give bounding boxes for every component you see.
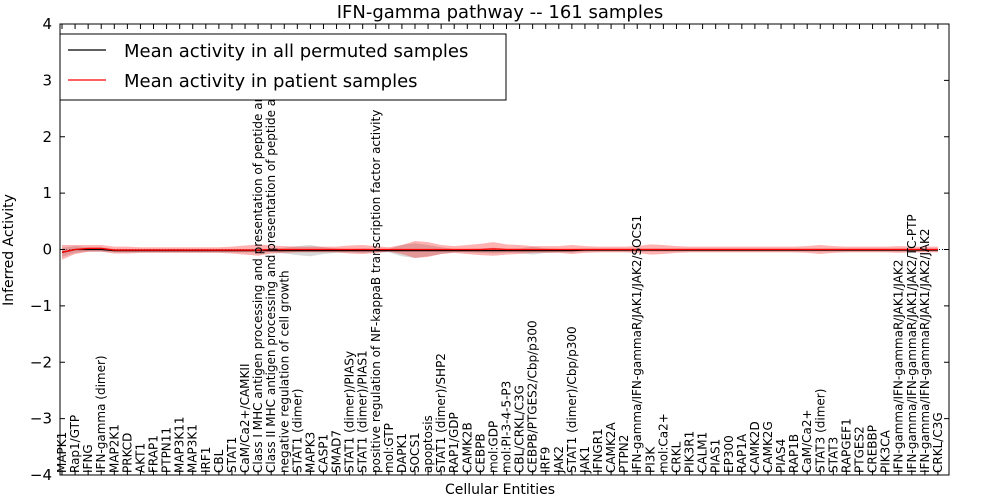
x-tick-label: IFN-gamma/IFN-gammaR/JAK1/JAK2/SOCS1 bbox=[630, 215, 644, 473]
series-line-patient bbox=[61, 247, 938, 253]
x-tick-label: mol:PI-3-4-5-P3 bbox=[500, 381, 514, 473]
x-tick-label: PTGES2 bbox=[852, 426, 866, 473]
x-tick-label: CRKL/C3G bbox=[931, 412, 945, 473]
x-axis-title: Cellular Entities bbox=[445, 482, 555, 498]
x-tick-label: STAT1 (dimer)/Cbp/p300 bbox=[565, 326, 579, 473]
x-tick-label: CEBPB/PTGES2/Cbp/p300 bbox=[526, 320, 540, 473]
x-tick-label: MAPK3 bbox=[303, 432, 317, 473]
x-tick-label: SMAD7 bbox=[330, 430, 344, 473]
x-tick-label: STAT1 bbox=[225, 437, 239, 473]
x-tick-label: EP300 bbox=[722, 435, 736, 473]
x-tick-label: PIAS4 bbox=[774, 439, 788, 473]
x-tick-label: PTPN11 bbox=[160, 427, 174, 473]
x-tick-label: IFN-gamma/IFN-gammaR/JAK1/JAK2/JAK2 bbox=[918, 228, 932, 473]
x-tick-label: mol:Ca2+ bbox=[656, 413, 670, 473]
x-tick-label: FRAP1 bbox=[147, 435, 161, 473]
x-tick-label: CBL bbox=[212, 449, 226, 473]
plot-area bbox=[60, 241, 949, 260]
x-tick-label: STAT1 (dimer)/PIASy bbox=[343, 351, 357, 473]
y-tick-label: 3 bbox=[42, 71, 52, 89]
x-tick-label: CALM1 bbox=[696, 432, 710, 473]
x-tick-label: PIK3R1 bbox=[683, 431, 697, 473]
x-tick-label: CAMK2G bbox=[761, 421, 775, 473]
x-tick-label: CaM/Ca2+ bbox=[800, 409, 814, 473]
x-tick-label: apoptosis bbox=[421, 415, 435, 473]
x-tick-label: PIK3CA bbox=[879, 429, 893, 473]
x-tick-label: IRF9 bbox=[539, 447, 553, 473]
x-tick-label: RAP1/GDP bbox=[447, 412, 461, 473]
x-tick-label: IFN-gamma/IFN-gammaR/JAK1/JAK2 bbox=[892, 260, 906, 473]
legend: Mean activity in all permuted samples Me… bbox=[59, 33, 507, 101]
y-tick-label: −1 bbox=[30, 297, 52, 315]
x-tick-label: STAT3 (dimer) bbox=[813, 389, 827, 473]
x-tick-label: mol:GTP bbox=[382, 423, 396, 473]
chart-title: IFN-gamma pathway -- 161 samples bbox=[337, 2, 664, 23]
y-tick-label: 2 bbox=[42, 128, 52, 146]
x-tick-label: CREBBP bbox=[866, 425, 880, 473]
axes: −4 −3 −2 −1 0 1 2 3 4 MAPK1 Rap1/GTP IFNG IFN-gamma … bbox=[30, 15, 950, 484]
x-tick-label: RAP1B bbox=[787, 434, 801, 473]
y-tick-label: −4 bbox=[30, 466, 52, 484]
x-tick-label: CAMK2B bbox=[460, 422, 474, 473]
x-tick-label: IFNGR1 bbox=[591, 428, 605, 473]
x-tick-label: CASP1 bbox=[316, 434, 330, 473]
x-tick-label: JAK2 bbox=[552, 446, 566, 474]
x-tick-label: IFN-gamma/IFN-gammaR/JAK1/JAK2/TC-PTP bbox=[905, 214, 919, 473]
y-tick-label: −2 bbox=[30, 353, 52, 371]
x-tick-label: MAPK1 bbox=[55, 432, 69, 473]
x-tick-label: STAT1 (dimer)/PIAS1 bbox=[356, 350, 370, 473]
x-tick-label: AKT1 bbox=[133, 443, 147, 473]
x-tick-label: CAMK2A bbox=[604, 422, 618, 473]
x-tick-label: PRKCD bbox=[120, 433, 134, 473]
x-tick-label: STAT1 (dimer)/SHP2 bbox=[434, 353, 448, 473]
x-tick-label: CaM/Ca2+/CAMKII bbox=[238, 364, 252, 473]
y-tick-label: −3 bbox=[30, 410, 52, 428]
x-tick-label: MAP3K1 bbox=[186, 424, 200, 473]
x-tick-label: CAMK2D bbox=[748, 421, 762, 473]
x-tick-label: SOCS1 bbox=[408, 432, 422, 473]
x-tick-label: CRKL bbox=[669, 441, 683, 473]
x-tick-label: JAK1 bbox=[578, 446, 592, 474]
x-tick-label: Class I MHC antigen processing and prese… bbox=[251, 64, 265, 473]
x-tick-label: PI3K bbox=[643, 446, 657, 473]
x-tick-label: IRF1 bbox=[199, 447, 213, 473]
x-tick-label: negative regulation of cell growth bbox=[277, 270, 291, 473]
y-tick-label: 1 bbox=[42, 184, 52, 202]
y-axis-title: Inferred Activity bbox=[1, 194, 17, 306]
x-tick-label: RAP1A bbox=[735, 433, 749, 473]
x-tick-label: CBL/CRKL/C3G bbox=[513, 385, 527, 473]
x-tick-label: RAPGEF1 bbox=[839, 418, 853, 473]
x-tick-label: mol:GDP bbox=[486, 421, 500, 473]
x-tick-label: Rap1/GTP bbox=[68, 415, 82, 473]
x-tick-label: PTPN2 bbox=[617, 435, 631, 473]
y-tick-label: 4 bbox=[42, 15, 52, 33]
y-tick-label: 0 bbox=[42, 241, 52, 259]
x-tick-label: positive regulation of NF-kappaB transcr… bbox=[369, 110, 383, 473]
x-tick-label: STAT3 bbox=[826, 437, 840, 473]
x-tick-label: IFNG bbox=[81, 444, 95, 473]
x-tick-label: PIAS1 bbox=[709, 439, 723, 473]
x-tick-label: DAPK1 bbox=[395, 433, 409, 473]
x-tick-label: IFN-gamma (dimer) bbox=[94, 355, 108, 473]
x-tick-label: MAP2K1 bbox=[107, 424, 121, 473]
x-tick-label: STAT1 (dimer) bbox=[290, 389, 304, 473]
legend-label-patient: Mean activity in patient samples bbox=[124, 71, 418, 92]
x-tick-label: MAP3K11 bbox=[173, 416, 187, 473]
legend-box bbox=[59, 33, 507, 101]
legend-label-permuted: Mean activity in all permuted samples bbox=[124, 41, 468, 62]
x-tick-label: CEBPB bbox=[473, 433, 487, 473]
x-tick-label: Class II MHC antigen processing and pres… bbox=[264, 61, 278, 473]
